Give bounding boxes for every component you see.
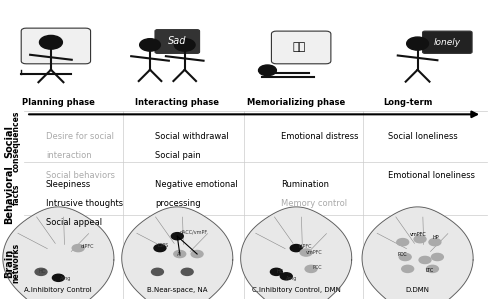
Polygon shape bbox=[362, 207, 473, 300]
Polygon shape bbox=[3, 207, 114, 300]
Text: C.Inhibitory Control, DMN: C.Inhibitory Control, DMN bbox=[252, 287, 340, 293]
Text: A.Inhibitory Control: A.Inhibitory Control bbox=[24, 287, 92, 293]
Text: dlPFC: dlPFC bbox=[80, 244, 94, 249]
Text: Amg: Amg bbox=[60, 276, 71, 281]
Text: Social withdrawal: Social withdrawal bbox=[155, 132, 228, 141]
Circle shape bbox=[397, 238, 408, 246]
Circle shape bbox=[40, 35, 62, 49]
Text: Behavioral: Behavioral bbox=[4, 165, 14, 224]
Text: Sad: Sad bbox=[168, 36, 186, 46]
Text: Emotional distress: Emotional distress bbox=[282, 132, 359, 141]
Text: Emotional loneliness: Emotional loneliness bbox=[388, 171, 475, 180]
Polygon shape bbox=[122, 207, 233, 300]
Circle shape bbox=[174, 39, 195, 51]
FancyBboxPatch shape bbox=[21, 28, 90, 64]
Text: networks: networks bbox=[12, 243, 21, 283]
Text: Desire for social: Desire for social bbox=[46, 132, 114, 141]
Text: Memory control: Memory control bbox=[282, 199, 348, 208]
FancyBboxPatch shape bbox=[272, 31, 331, 64]
Text: dlPFC: dlPFC bbox=[298, 244, 312, 249]
Text: Rumination: Rumination bbox=[282, 180, 330, 189]
Text: HC: HC bbox=[276, 269, 283, 274]
FancyBboxPatch shape bbox=[155, 30, 200, 53]
Text: Brain: Brain bbox=[4, 248, 14, 278]
Text: PCC: PCC bbox=[312, 265, 322, 270]
Text: PCC: PCC bbox=[398, 251, 407, 256]
Circle shape bbox=[402, 265, 413, 272]
Text: DIPS: DIPS bbox=[158, 243, 168, 248]
Text: consequences: consequences bbox=[12, 110, 21, 172]
Circle shape bbox=[270, 268, 282, 275]
Circle shape bbox=[181, 268, 193, 275]
Text: Interacting phase: Interacting phase bbox=[136, 98, 220, 107]
Text: Planning phase: Planning phase bbox=[22, 98, 95, 107]
Circle shape bbox=[172, 232, 183, 240]
Circle shape bbox=[419, 256, 431, 263]
Text: B.Near-space, NA: B.Near-space, NA bbox=[147, 287, 208, 293]
Text: Memorializing phase: Memorializing phase bbox=[247, 98, 346, 107]
Text: Amg: Amg bbox=[286, 276, 298, 281]
Text: AI: AI bbox=[178, 251, 182, 256]
Circle shape bbox=[432, 254, 444, 261]
Circle shape bbox=[400, 254, 411, 261]
Circle shape bbox=[406, 37, 428, 50]
Circle shape bbox=[280, 273, 292, 280]
Text: Social appeal: Social appeal bbox=[46, 218, 102, 227]
Text: processing: processing bbox=[155, 199, 200, 208]
Circle shape bbox=[426, 265, 438, 272]
Text: D.DMN: D.DMN bbox=[406, 287, 429, 293]
Polygon shape bbox=[240, 207, 352, 300]
Text: lonely: lonely bbox=[434, 38, 461, 46]
Circle shape bbox=[152, 268, 164, 275]
Text: vmPFC: vmPFC bbox=[410, 232, 427, 237]
Text: Negative emotional: Negative emotional bbox=[155, 180, 238, 189]
Text: LTC: LTC bbox=[425, 268, 434, 273]
Circle shape bbox=[35, 268, 47, 275]
Text: 🕴🕴: 🕴🕴 bbox=[292, 42, 306, 52]
Text: facts: facts bbox=[12, 184, 21, 205]
Text: Social loneliness: Social loneliness bbox=[388, 132, 458, 141]
Text: Social behaviors: Social behaviors bbox=[46, 171, 115, 180]
Text: vmPFC: vmPFC bbox=[306, 250, 323, 255]
FancyBboxPatch shape bbox=[422, 31, 472, 53]
Text: Sleepiness: Sleepiness bbox=[46, 180, 91, 189]
Text: Long-term: Long-term bbox=[383, 98, 432, 107]
Circle shape bbox=[52, 274, 64, 281]
Circle shape bbox=[174, 250, 186, 258]
Text: interaction: interaction bbox=[46, 152, 92, 160]
Circle shape bbox=[72, 244, 84, 252]
Text: HP: HP bbox=[432, 235, 439, 240]
Circle shape bbox=[300, 249, 312, 256]
Circle shape bbox=[258, 65, 276, 76]
Circle shape bbox=[414, 236, 426, 243]
Circle shape bbox=[290, 244, 302, 252]
Circle shape bbox=[305, 265, 317, 272]
Text: Social: Social bbox=[4, 124, 14, 158]
Text: Social pain: Social pain bbox=[155, 152, 200, 160]
Text: dACC/vmPF: dACC/vmPF bbox=[180, 229, 208, 234]
Circle shape bbox=[154, 244, 166, 252]
Circle shape bbox=[191, 250, 203, 258]
Circle shape bbox=[429, 238, 441, 246]
Text: HC: HC bbox=[38, 269, 46, 274]
Circle shape bbox=[140, 39, 160, 51]
Text: Intrusive thoughts: Intrusive thoughts bbox=[46, 199, 123, 208]
